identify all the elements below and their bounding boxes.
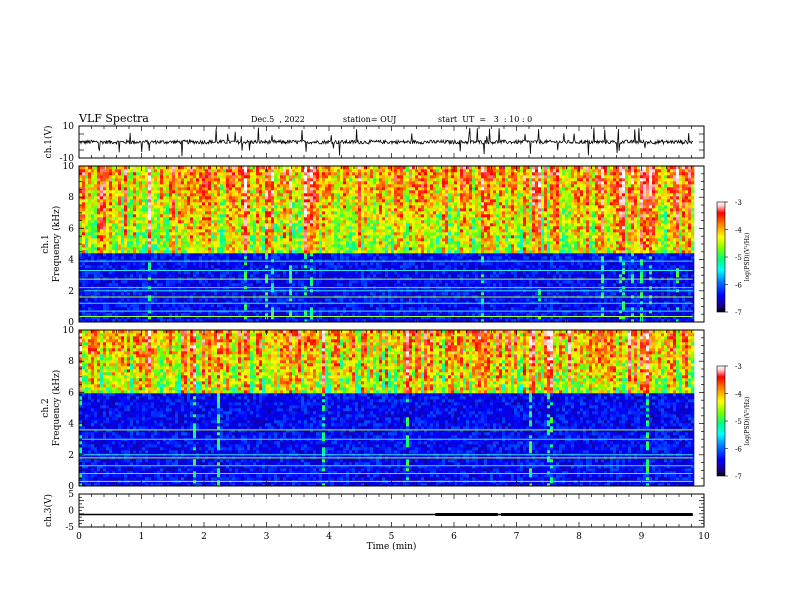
y-tick-label: 10 [63, 122, 75, 132]
panel-channel-label: ch.2 [41, 398, 51, 417]
y-tick-label: 4 [68, 420, 74, 430]
colorbar-tick-label: -5 [735, 418, 742, 426]
spectrogram-ch1 [79, 166, 695, 323]
y-tick-label: 6 [68, 388, 74, 398]
colorbar-tick-label: -4 [735, 391, 742, 399]
y-tick-label: 6 [68, 224, 74, 234]
y-tick-label: 2 [68, 451, 74, 461]
y-tick-label: 0 [68, 318, 74, 328]
date-label: Dec.5 , 2022 [251, 115, 305, 124]
panel-channel-label: ch.1 [41, 234, 51, 253]
spectrogram-ch2 [79, 330, 695, 487]
x-tick-label: 4 [326, 532, 332, 542]
y-tick-label: 10 [63, 326, 75, 336]
ch1-waveform-line [78, 127, 694, 157]
colorbar-tick-label: -7 [735, 473, 742, 481]
colorbar-tick-label: -5 [735, 254, 742, 262]
y-tick-label: 8 [68, 357, 74, 367]
y-tick-label: -10 [60, 154, 75, 164]
y-axis-label: ch.1(V) [43, 126, 54, 159]
y-tick-label: 8 [68, 193, 74, 203]
colorbar-tick-label: -3 [735, 363, 742, 371]
y-tick-label: 0 [68, 482, 74, 492]
y-axis-label: Frequency (kHz) [51, 206, 62, 283]
x-tick-label: 8 [576, 532, 582, 542]
colorbar-tick-label: -7 [735, 309, 742, 317]
y-axis-label: Frequency (kHz) [51, 370, 62, 447]
x-tick-label: 1 [139, 532, 145, 542]
y-tick-label: 2 [68, 287, 74, 297]
x-tick-label: 6 [451, 532, 457, 542]
x-tick-label: 3 [264, 532, 270, 542]
x-tick-label: 9 [639, 532, 645, 542]
y-tick-label: 0 [68, 507, 74, 517]
y-tick-label: 4 [68, 256, 74, 266]
colorbar-tick-label: -4 [735, 227, 742, 235]
x-tick-label: 0 [76, 532, 82, 542]
station-label: station= OUJ [343, 115, 396, 124]
y-tick-label: 5 [68, 490, 74, 500]
x-tick-label: 10 [698, 532, 710, 542]
colorbar [716, 365, 726, 477]
x-tick-label: 5 [389, 532, 395, 542]
y-tick-label: -5 [65, 523, 74, 533]
colorbar-label: log(PSD)(V²/Hz) [744, 397, 751, 446]
colorbar-tick-label: -6 [735, 282, 742, 290]
y-axis-label: ch.3(V) [43, 494, 54, 527]
x-tick-label: 7 [514, 532, 520, 542]
colorbar-label: log(PSD)(V²/Hz) [744, 233, 751, 282]
y-tick-label: 10 [63, 162, 75, 172]
colorbar-tick-label: -6 [735, 446, 742, 454]
colorbar [716, 201, 726, 313]
x-tick-label: 2 [201, 532, 207, 542]
start-time-label: start UT = 3 : 10 : 0 [438, 115, 532, 124]
colorbar-tick-label: -3 [735, 199, 742, 207]
x-axis-label: Time (min) [367, 541, 417, 552]
figure-title: VLF Spectra [79, 112, 149, 125]
